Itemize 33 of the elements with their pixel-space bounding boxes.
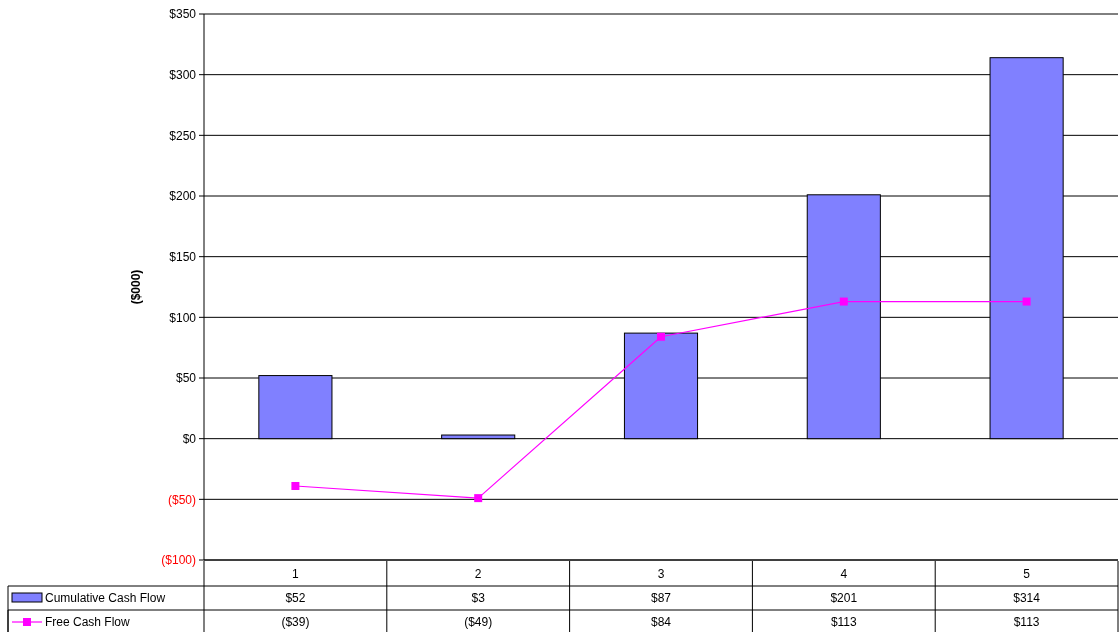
x-tick-label: 4 <box>840 567 848 582</box>
data-label: $314 <box>1013 591 1041 606</box>
legend-label: Free Cash Flow <box>45 615 131 630</box>
y-tick-label: $300 <box>169 67 197 82</box>
y-tick-label: $150 <box>169 249 197 264</box>
x-tick-label: 3 <box>657 567 665 582</box>
data-label: ($49) <box>464 615 493 630</box>
x-tick-label: 2 <box>474 567 482 582</box>
y-tick-label: $250 <box>169 128 197 143</box>
y-tick-label: ($50) <box>167 492 196 507</box>
x-tick-label: 5 <box>1023 567 1031 582</box>
y-tick-label: $200 <box>169 189 197 204</box>
data-label: $113 <box>1013 615 1040 630</box>
point <box>657 332 665 341</box>
data-label: $201 <box>830 591 858 606</box>
legend-label: Cumulative Cash Flow <box>45 591 166 606</box>
y-tick-label: $50 <box>175 371 197 386</box>
y-tick-label: $0 <box>182 431 197 446</box>
point <box>474 494 483 503</box>
data-label: $87 <box>650 591 672 606</box>
y-tick-label: $350 <box>169 7 197 22</box>
point <box>291 481 300 490</box>
y-tick-label: $100 <box>169 310 197 325</box>
data-label: ($39) <box>281 615 310 630</box>
point <box>1022 297 1031 306</box>
data-label: $84 <box>650 615 672 630</box>
data-label: $113 <box>830 615 858 630</box>
data-label: $3 <box>471 591 486 606</box>
y-tick-label: ($100) <box>161 553 196 568</box>
y-axis-title: ($000) <box>129 269 143 305</box>
x-tick-label: 1 <box>292 567 300 582</box>
point <box>839 297 848 306</box>
data-label: $52 <box>285 591 306 606</box>
